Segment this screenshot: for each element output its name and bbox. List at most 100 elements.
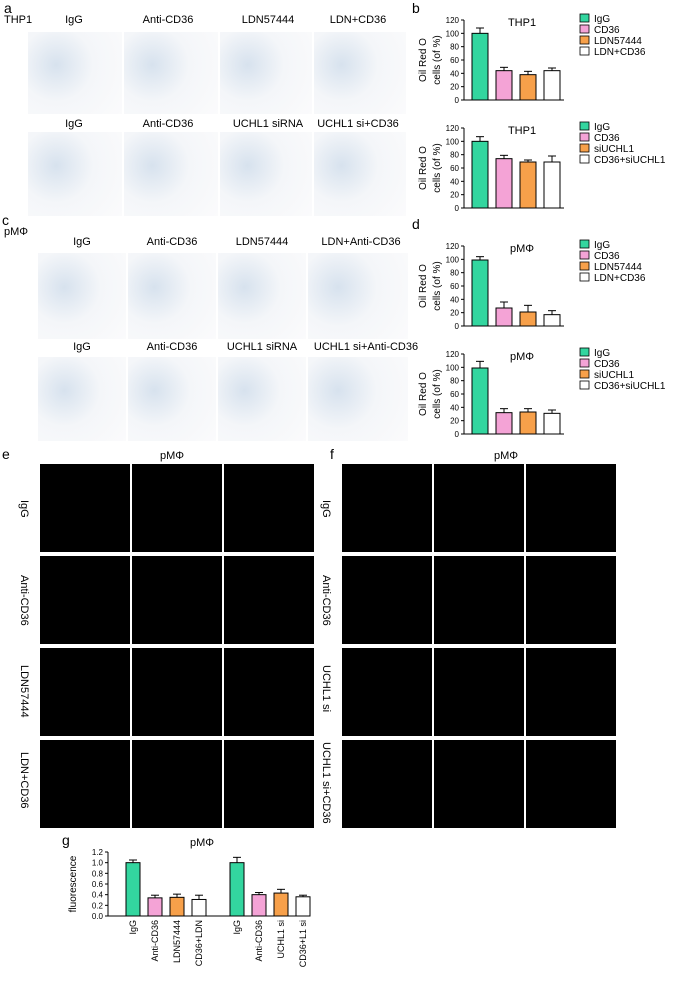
legend-swatch bbox=[579, 121, 590, 131]
col-label: LDN+CD36 bbox=[329, 14, 387, 26]
y-tick-label: 0.0 bbox=[92, 912, 104, 921]
y-axis-label: Oil Red O bbox=[418, 264, 429, 308]
row-label: IgG bbox=[18, 500, 30, 518]
micrograph bbox=[128, 357, 216, 441]
micrograph bbox=[38, 357, 126, 441]
bar bbox=[543, 314, 561, 327]
fluorescence-image bbox=[434, 556, 524, 644]
legend-swatch bbox=[579, 272, 590, 282]
bar bbox=[273, 892, 289, 917]
fluorescence-image bbox=[342, 556, 432, 644]
y-tick-label: 0.6 bbox=[92, 880, 104, 889]
legend-swatch bbox=[579, 35, 590, 45]
x-tick-label: IgG bbox=[232, 920, 242, 935]
y-axis-label: fluorescence bbox=[68, 855, 79, 912]
col-label: Anti-CD36 bbox=[146, 236, 198, 248]
row-label: UCHL1 si bbox=[320, 665, 332, 713]
col-label: UCHL1 si+CD36 bbox=[317, 118, 399, 130]
bar bbox=[543, 161, 561, 209]
y-tick-label: 20 bbox=[450, 309, 459, 318]
col-label: LDN57444 bbox=[241, 14, 295, 26]
row-label: Anti-CD36 bbox=[320, 575, 332, 626]
y-axis-label: cells (of %) bbox=[432, 143, 443, 192]
y-axis-label: Oil Red O bbox=[418, 38, 429, 82]
micrograph bbox=[218, 357, 306, 441]
fluorescence-image bbox=[342, 740, 432, 828]
legend-label: LDN57444 bbox=[594, 262, 642, 273]
y-tick-label: 100 bbox=[446, 255, 460, 264]
panel-label-c: c bbox=[2, 212, 9, 228]
y-tick-label: 40 bbox=[450, 295, 459, 304]
y-tick-label: 80 bbox=[450, 151, 459, 160]
y-tick-label: 60 bbox=[450, 56, 459, 65]
legend-swatch bbox=[579, 239, 590, 249]
y-tick-label: 100 bbox=[446, 363, 460, 372]
x-tick-label: CD36+L1 si bbox=[298, 920, 308, 967]
y-tick-label: 0 bbox=[455, 96, 460, 105]
fluorescence-image bbox=[132, 648, 222, 736]
legend-swatch bbox=[579, 46, 590, 56]
y-tick-label: 80 bbox=[450, 269, 459, 278]
micrograph bbox=[220, 32, 312, 114]
fluorescence-image bbox=[40, 740, 130, 828]
bar bbox=[191, 898, 207, 917]
y-tick-label: 0.4 bbox=[92, 891, 104, 900]
fluorescence-image bbox=[434, 648, 524, 736]
y-axis-label: Oil Red O bbox=[418, 372, 429, 416]
row-label: LDN57444 bbox=[18, 665, 30, 718]
bar bbox=[543, 70, 561, 101]
bar bbox=[471, 140, 489, 209]
y-axis-label: cells (of %) bbox=[432, 369, 443, 418]
cell-type-label-e: pMΦ bbox=[160, 450, 185, 462]
bar bbox=[495, 70, 513, 101]
bar bbox=[495, 158, 513, 209]
col-label: IgG bbox=[65, 14, 83, 26]
legend-label: IgG bbox=[594, 240, 610, 251]
bar bbox=[519, 411, 537, 435]
col-label: LDN57444 bbox=[235, 236, 289, 248]
legend-swatch bbox=[579, 369, 590, 379]
legend-label: IgG bbox=[594, 14, 610, 25]
fluorescence-image bbox=[342, 464, 432, 552]
col-label: Anti-CD36 bbox=[142, 118, 194, 130]
chart-title: pMΦ bbox=[190, 837, 214, 849]
fluorescence-image bbox=[526, 464, 616, 552]
row-label: Anti-CD36 bbox=[18, 575, 30, 626]
micrograph bbox=[308, 253, 408, 339]
panel-label-e: e bbox=[2, 446, 10, 462]
cell-type-label-c: pMΦ bbox=[4, 226, 29, 238]
col-label: UCHL1 si+Anti-CD36 bbox=[313, 341, 419, 353]
col-label: LDN+Anti-CD36 bbox=[321, 236, 401, 248]
y-axis-label: Oil Red O bbox=[418, 146, 429, 190]
fluorescence-image bbox=[132, 740, 222, 828]
panel-label-g: g bbox=[62, 832, 70, 848]
legend-label: CD36+siUCHL1 bbox=[594, 155, 666, 166]
col-label: IgG bbox=[73, 236, 91, 248]
bar bbox=[471, 32, 489, 101]
legend-swatch bbox=[579, 143, 590, 153]
legend-label: CD36 bbox=[594, 25, 620, 36]
y-tick-label: 0.8 bbox=[92, 869, 104, 878]
fluorescence-image bbox=[434, 740, 524, 828]
micrograph bbox=[38, 253, 126, 339]
chart-title: pMΦ bbox=[510, 351, 534, 363]
bar bbox=[519, 311, 537, 327]
legend-swatch bbox=[579, 132, 590, 142]
legend-label: LDN57444 bbox=[594, 36, 642, 47]
col-label: IgG bbox=[65, 118, 83, 130]
y-tick-label: 60 bbox=[450, 390, 459, 399]
y-tick-label: 120 bbox=[446, 242, 460, 251]
fluorescence-image bbox=[132, 464, 222, 552]
y-tick-label: 0 bbox=[455, 204, 460, 213]
y-axis-label: cells (of %) bbox=[432, 35, 443, 84]
bar bbox=[495, 307, 513, 327]
y-axis-label: cells (of %) bbox=[432, 261, 443, 310]
y-tick-label: 60 bbox=[450, 282, 459, 291]
x-tick-label: Anti-CD36 bbox=[254, 920, 264, 962]
micrograph bbox=[218, 253, 306, 339]
y-tick-label: 60 bbox=[450, 164, 459, 173]
fluorescence-image bbox=[224, 740, 314, 828]
micrograph bbox=[124, 132, 218, 216]
bar bbox=[251, 894, 267, 917]
